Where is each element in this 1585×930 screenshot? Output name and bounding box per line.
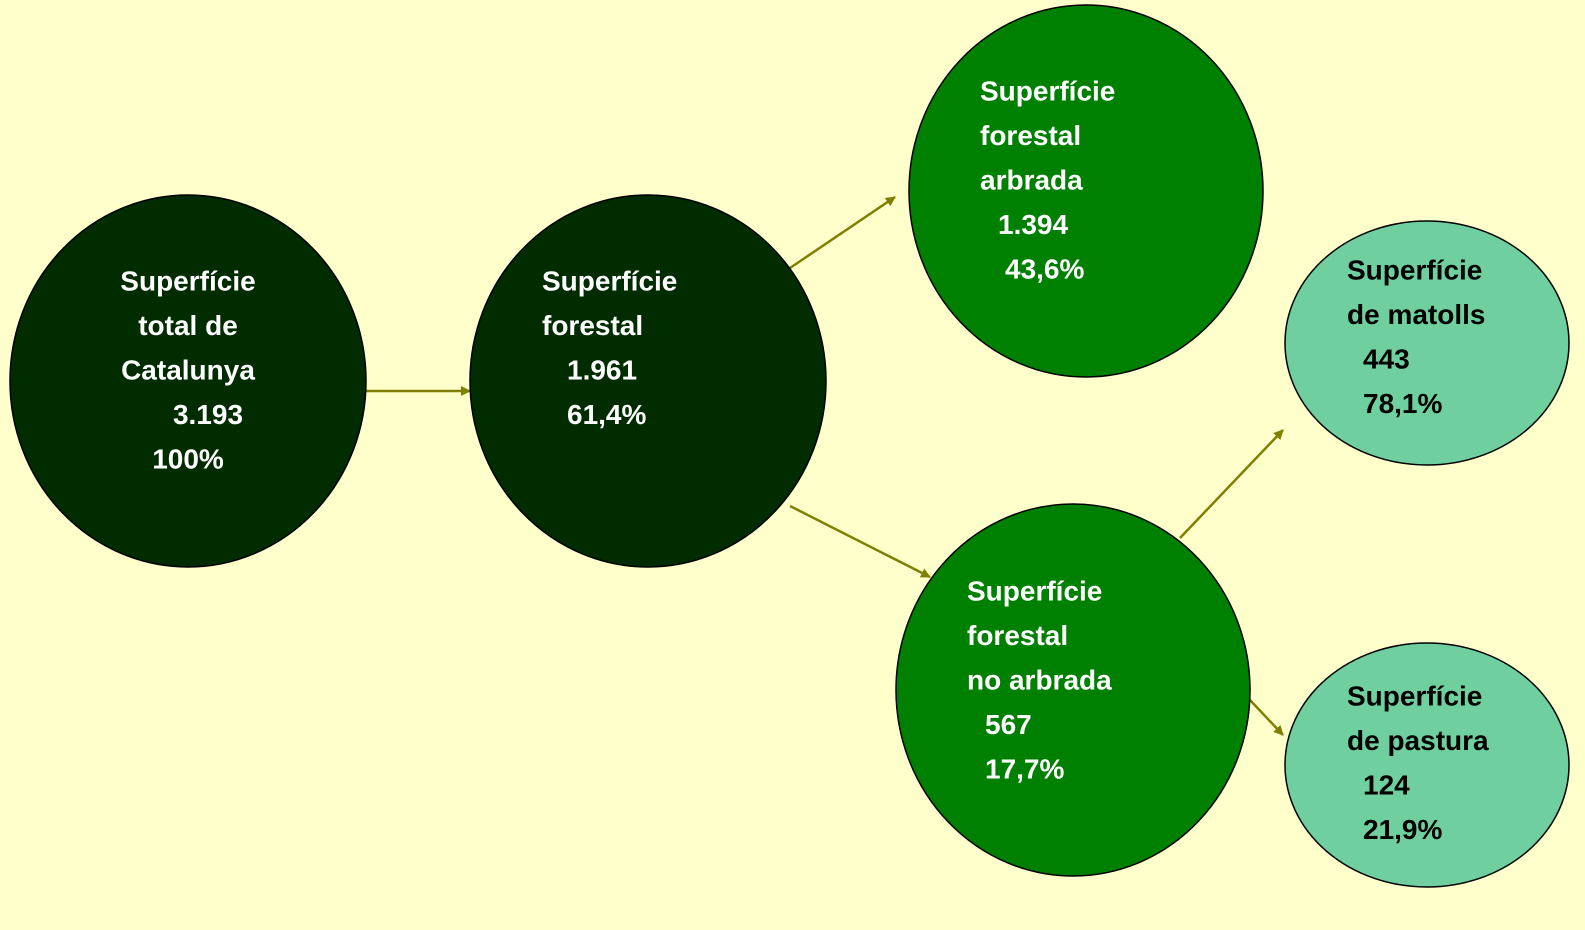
node-text: 1.394 <box>998 209 1068 240</box>
node-text: 21,9% <box>1363 814 1442 845</box>
node-text: forestal <box>980 120 1081 151</box>
node-text: Superfície <box>967 575 1102 606</box>
node-text: 124 <box>1363 769 1410 800</box>
node-text: 1.961 <box>567 354 637 385</box>
node-text: Superfície <box>980 75 1115 106</box>
node-text: no arbrada <box>967 664 1112 695</box>
node-circle <box>908 4 1264 378</box>
arrow <box>789 504 931 579</box>
arrow <box>789 195 896 270</box>
node-text: 17,7% <box>985 753 1064 784</box>
node-text: 100% <box>152 443 224 474</box>
node-text: 61,4% <box>567 399 646 430</box>
node-circle <box>1284 220 1570 466</box>
node-circle <box>1284 642 1570 888</box>
node-text: forestal <box>542 310 643 341</box>
arrows <box>365 195 1284 736</box>
node-circle <box>469 194 827 568</box>
node-text: arbrada <box>980 164 1083 195</box>
node-text: 78,1% <box>1363 388 1442 419</box>
node-text: Superfície <box>542 265 677 296</box>
arrow <box>1249 699 1284 736</box>
node-text: total de <box>138 310 238 341</box>
node-text: Superfície <box>1347 254 1482 285</box>
node-circle <box>895 503 1251 877</box>
node-text: forestal <box>967 620 1068 651</box>
node-text: Superfície <box>120 265 255 296</box>
node-text: 43,6% <box>1005 253 1084 284</box>
node-text: Superfície <box>1347 680 1482 711</box>
node-text: Catalunya <box>121 354 255 385</box>
node-circle <box>9 194 367 568</box>
node-text: de matolls <box>1347 299 1485 330</box>
arrow <box>1179 429 1284 539</box>
node-text: 567 <box>985 709 1032 740</box>
node-text: de pastura <box>1347 725 1489 756</box>
node-text: 443 <box>1363 343 1410 374</box>
node-text: 3.193 <box>173 399 243 430</box>
